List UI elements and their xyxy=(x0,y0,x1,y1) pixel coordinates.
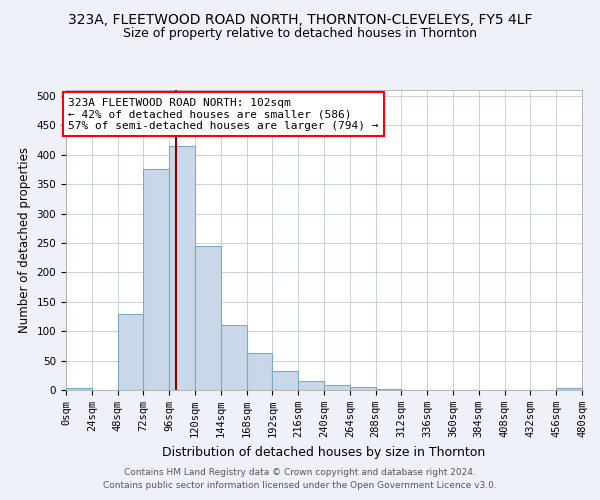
Bar xyxy=(118,314,143,390)
Text: Contains HM Land Registry data © Crown copyright and database right 2024.: Contains HM Land Registry data © Crown c… xyxy=(124,468,476,477)
Bar xyxy=(324,386,350,390)
Bar xyxy=(221,326,247,390)
Text: Size of property relative to detached houses in Thornton: Size of property relative to detached ho… xyxy=(123,28,477,40)
Text: Contains public sector information licensed under the Open Government Licence v3: Contains public sector information licen… xyxy=(103,480,497,490)
Bar xyxy=(298,381,324,390)
Bar xyxy=(247,353,272,390)
Bar xyxy=(556,388,582,390)
Bar xyxy=(350,387,376,390)
Y-axis label: Number of detached properties: Number of detached properties xyxy=(18,147,31,333)
Bar xyxy=(143,170,169,390)
Text: 323A, FLEETWOOD ROAD NORTH, THORNTON-CLEVELEYS, FY5 4LF: 323A, FLEETWOOD ROAD NORTH, THORNTON-CLE… xyxy=(68,12,532,26)
Bar xyxy=(169,146,195,390)
Bar xyxy=(272,370,298,390)
Bar xyxy=(195,246,221,390)
Text: 323A FLEETWOOD ROAD NORTH: 102sqm
← 42% of detached houses are smaller (586)
57%: 323A FLEETWOOD ROAD NORTH: 102sqm ← 42% … xyxy=(68,98,379,131)
X-axis label: Distribution of detached houses by size in Thornton: Distribution of detached houses by size … xyxy=(163,446,485,458)
Bar xyxy=(376,389,401,390)
Bar xyxy=(66,388,92,390)
